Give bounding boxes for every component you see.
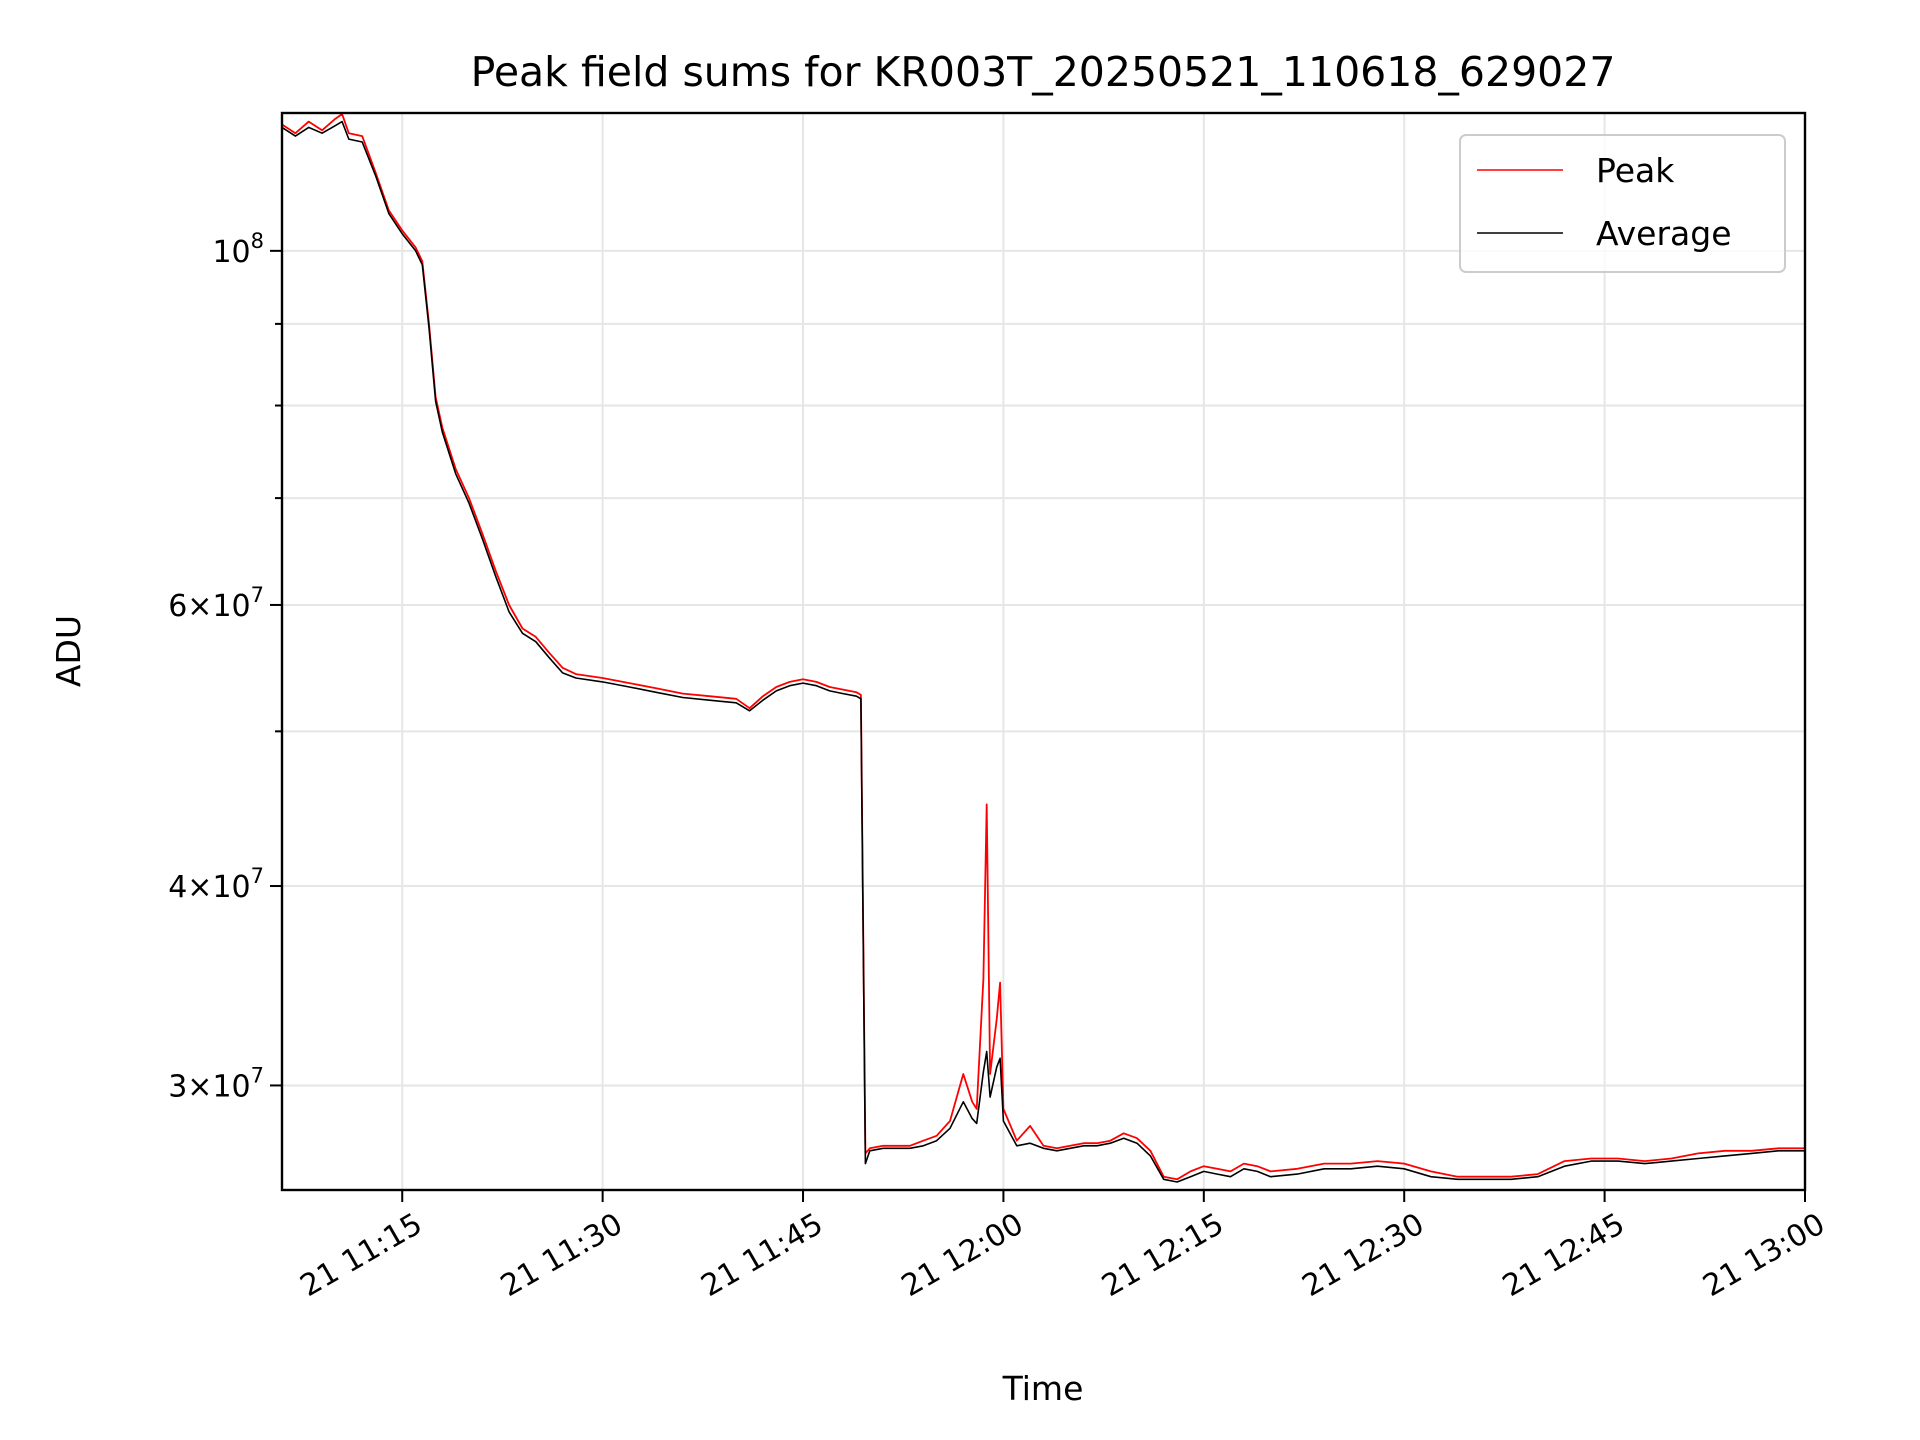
series-line-peak bbox=[281, 113, 1805, 1181]
y-tick-label: 3×107 bbox=[168, 1063, 264, 1104]
plot-frame bbox=[280, 111, 1807, 1192]
series-lines bbox=[281, 113, 1805, 1183]
y-tick-label: 6×107 bbox=[168, 583, 264, 624]
y-tick-label: 4×107 bbox=[168, 864, 264, 905]
series-line-average bbox=[281, 120, 1805, 1183]
x-axis-label: Time bbox=[1002, 1369, 1084, 1408]
chart-title: Peak field sums for KR003T_20250521_1106… bbox=[471, 48, 1616, 96]
legend-label-peak: Peak bbox=[1596, 151, 1675, 190]
y-axis: 3×107 4×107 6×107 108 bbox=[168, 229, 282, 1104]
legend-label-average: Average bbox=[1596, 214, 1732, 253]
legend: Peak Average bbox=[1459, 134, 1786, 273]
y-tick-label: 108 bbox=[212, 229, 264, 270]
y-axis-label: ADU bbox=[49, 615, 88, 687]
